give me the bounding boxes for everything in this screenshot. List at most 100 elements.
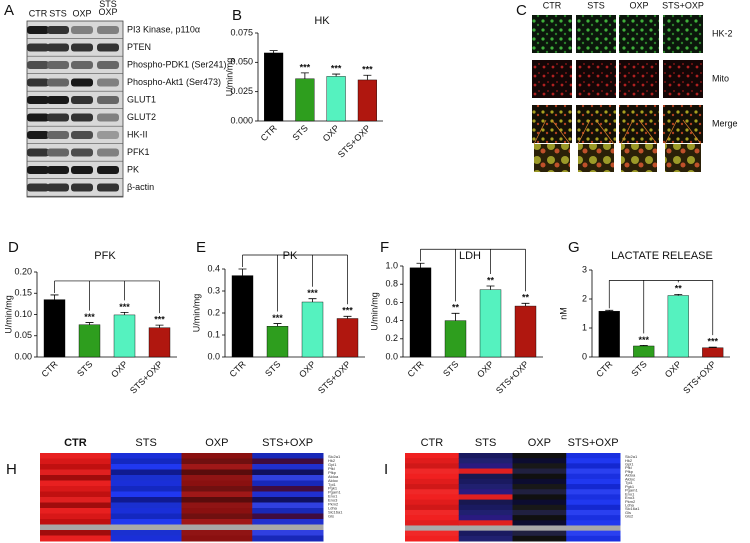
- heatmap-cell: [405, 515, 460, 521]
- heatmap-cell: [512, 504, 567, 511]
- y-tick-label: 0: [582, 351, 587, 361]
- heatmap-cell: [458, 515, 513, 521]
- gene-label: Pgk1: [625, 484, 635, 489]
- heatmap-cell: [110, 530, 182, 536]
- blot-band: [71, 131, 93, 139]
- y-tick-label: 0.050: [230, 57, 253, 67]
- error-bar: [708, 346, 717, 348]
- blot-band: [47, 183, 69, 192]
- gene-label: Tpi1: [328, 482, 337, 487]
- heatmap-cell: [110, 475, 182, 481]
- blot-band: [27, 78, 49, 87]
- bar: [113, 314, 136, 358]
- heatmap-cell: [512, 494, 567, 501]
- chart-title: PK: [283, 250, 298, 262]
- y-tick-label: 0.20: [14, 266, 32, 276]
- gene-label: Pkm2: [328, 502, 339, 507]
- panel-letter: C: [516, 2, 527, 19]
- y-axis-label: nM: [558, 307, 568, 320]
- heatmap-cell: [405, 473, 460, 480]
- heatmap-cell: [512, 520, 567, 526]
- micrograph: [663, 105, 703, 143]
- heatmap-cell: [40, 519, 112, 525]
- blot-band: [97, 96, 119, 104]
- x-tick-label: STS: [441, 359, 460, 378]
- panel-letter: B: [232, 7, 242, 24]
- heatmap-cell: [110, 508, 182, 514]
- heatmap-cell: [110, 486, 182, 492]
- x-tick-label: STS: [291, 123, 310, 142]
- blot-band: [47, 43, 69, 52]
- heatmap-cell: [405, 458, 460, 464]
- y-tick-label: 0.10: [14, 309, 32, 319]
- heatmap-column-label: OXP: [528, 437, 551, 449]
- blot-band: [71, 78, 93, 87]
- x-tick-label: CTR: [39, 359, 60, 380]
- bar: [326, 76, 346, 122]
- significance-label: ***: [342, 306, 353, 316]
- heatmap-cell: [252, 469, 324, 476]
- heatmap-cell: [512, 478, 567, 485]
- heatmap-cell: [40, 480, 112, 487]
- blot-band: [47, 61, 69, 69]
- bar: [598, 310, 620, 358]
- x-tick-label: OXP: [663, 359, 684, 380]
- heatmap-column-label: STS+OXP: [262, 437, 313, 449]
- error-bar: [300, 72, 309, 79]
- protein-label: HK-II: [127, 129, 148, 139]
- heatmap-cell: [458, 520, 513, 526]
- heatmap-cell: [181, 453, 253, 459]
- heatmap-cell: [566, 520, 621, 526]
- heatmap-cell: [181, 480, 253, 487]
- heatmap-cell: [40, 524, 112, 531]
- y-tick-label: 0.2: [385, 333, 398, 343]
- heatmap-cell: [405, 504, 460, 511]
- bar: [148, 327, 171, 358]
- heatmap-cell: [252, 458, 324, 465]
- blot-band: [97, 43, 119, 52]
- gene-label: Eno3: [328, 498, 338, 503]
- micrograph: [619, 105, 659, 143]
- panel-letter: D: [8, 239, 19, 256]
- heatmap-cell: [405, 520, 460, 526]
- zoom-inset: [665, 144, 701, 172]
- error-bar: [674, 293, 683, 296]
- error-bar: [155, 324, 164, 328]
- heatmap-cell: [40, 491, 112, 498]
- protein-label: GLUT1: [127, 94, 156, 104]
- heatmap-cell: [252, 480, 324, 487]
- x-tick-label: STS+OXP: [494, 359, 531, 396]
- heatmap-cell: [458, 489, 513, 495]
- chart-title: HK: [314, 15, 330, 27]
- heatmap-cell: [40, 508, 112, 514]
- panel-a: A: [4, 2, 14, 19]
- heatmap-cell: [458, 499, 513, 506]
- blot-band: [27, 43, 49, 52]
- protein-label: GLUT2: [127, 112, 156, 122]
- heatmap-cell: [405, 489, 460, 495]
- heatmap-cell: [458, 525, 513, 532]
- gene-label: Eno1: [328, 494, 338, 499]
- error-bar: [50, 294, 59, 300]
- heatmap-cell: [566, 494, 621, 501]
- error-bar: [269, 50, 278, 53]
- bar: [78, 324, 101, 358]
- micrograph: [576, 60, 616, 98]
- y-axis-label: U/min/mg: [191, 294, 201, 333]
- heatmap-cell: [40, 486, 112, 492]
- heatmap-cell: [110, 469, 182, 476]
- panel-letter: I: [384, 461, 388, 478]
- zoom-inset: [578, 144, 614, 172]
- panel-letter: A: [4, 2, 14, 19]
- gene-label: Aldoc: [328, 478, 338, 483]
- heatmap-cell: [252, 513, 324, 520]
- blot-band: [97, 61, 119, 69]
- heatmap-cell: [181, 508, 253, 514]
- error-bar: [308, 298, 317, 302]
- error-bar: [416, 262, 425, 268]
- heatmap-cell: [566, 458, 621, 464]
- gene-label: Pgk1: [328, 486, 338, 491]
- heatmap-cell: [512, 463, 567, 470]
- heatmap-cell: [405, 453, 460, 459]
- heatmap-column-label: CTR: [421, 437, 444, 449]
